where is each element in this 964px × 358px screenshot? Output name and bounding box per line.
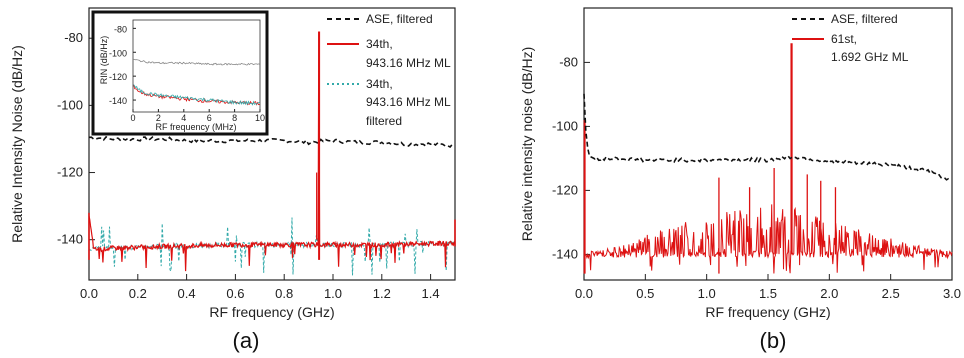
panel-a-series	[88, 31, 456, 276]
panel-a-xtick-label: 0.2	[129, 286, 147, 301]
legend-a-filtered-label-line3: filtered	[366, 114, 402, 128]
panel-a-ticks: 0.0 0.2 0.4 0.6 0.8 1.0 1.2 1.4 -80 -100 -120 -140	[57, 30, 440, 301]
inset-box	[91, 10, 269, 136]
series-61st	[583, 204, 953, 274]
panel-b-ylabel: Relative intensity noise (dB/Hz)	[519, 47, 535, 242]
inset-ytick-label: -100	[109, 48, 127, 58]
panel-b-xtick-label: 2.5	[882, 286, 900, 301]
panel-a-xtick-label: 1.2	[373, 286, 391, 301]
panel-a-xtick-label: 1.4	[422, 286, 440, 301]
panel-a-ytick-label: -120	[57, 165, 83, 180]
panel-a-inset: 0 2 4 6 8 10 -80 -100 -120 -140 RF frequency (MHz…	[91, 10, 269, 136]
inset-xtick-label: 4	[181, 113, 186, 123]
panel-b-label: (b)	[760, 328, 787, 353]
inset-ytick-label: -80	[114, 24, 127, 34]
legend-a-filtered-label-line2: 943.16 MHz ML	[366, 95, 451, 109]
panel-a-xtick-label: 0.0	[80, 286, 98, 301]
panel-a-xtick-label: 0.6	[226, 286, 244, 301]
inset-series-line	[133, 58, 260, 66]
panel-a-ytick-label: -140	[57, 232, 83, 247]
legend-b-61st-label-line1: 61st,	[831, 32, 857, 46]
legend-a-34th-label-line1: 34th,	[366, 37, 393, 51]
series-34th	[88, 31, 456, 272]
legend-a-34th-label-line2: 943.16 MHz ML	[366, 56, 451, 70]
inset-ticks: 0 2 4 6 8 10 -80 -100 -120 -140	[109, 24, 265, 123]
inset-ylabel: RIN (dB/Hz)	[99, 36, 109, 85]
panel-a-xtick-label: 0.8	[275, 286, 293, 301]
inset-plot-frame	[132, 19, 261, 113]
panel-b-series	[583, 43, 953, 274]
inset-xtick-label: 0	[130, 113, 135, 123]
panel-b-plot-frame	[583, 7, 953, 281]
panel-a-label: (a)	[233, 328, 260, 353]
series-ase-filtered	[583, 93, 951, 182]
legend-b-61st-label-line2: 1.692 GHz ML	[831, 50, 909, 64]
inset-ytick-label: -140	[109, 96, 127, 106]
panel-a-xtick-label: 1.0	[324, 286, 342, 301]
inset-xlabel: RF frequency (MHz)	[155, 122, 236, 132]
panel-b-xtick-label: 1.5	[759, 286, 777, 301]
inset-series-line	[133, 84, 260, 106]
legend-a-filtered-label-line1: 34th,	[366, 77, 393, 91]
series-ase-filtered	[88, 135, 454, 149]
panel-a: 0.0 0.2 0.4 0.6 0.8 1.0 1.2 1.4-80-100-120-140 …	[9, 7, 456, 353]
panel-b-xtick-label: 3.0	[943, 286, 961, 301]
panel-a-plot-frame	[88, 7, 456, 281]
legend-b-ase-label: ASE, filtered	[831, 12, 898, 26]
inset-xtick-label: 6	[207, 113, 212, 123]
panel-a-ylabel: Relative Intensity Noise (dB/Hz)	[9, 45, 25, 243]
panel-a-ytick-label: -100	[57, 97, 83, 112]
panel-b-xtick-label: 1.0	[698, 286, 716, 301]
panel-b-ytick-label: -80	[559, 54, 578, 69]
panel-b: 0.0 0.5 1.0 1.5 2.0 2.5 3.0 -80 -100 -120 -140 RF …	[519, 7, 961, 353]
panel-a-legend: ASE, filtered 34th, 943.16 MHz ML 34th, …	[327, 12, 451, 128]
panel-b-ticks: 0.0 0.5 1.0 1.5 2.0 2.5 3.0 -80 -100 -120 -140	[552, 54, 961, 301]
panel-a-xlabel: RF frequency (GHz)	[209, 304, 334, 320]
panel-b-ytick-label: -120	[552, 182, 578, 197]
inset-xtick-label: 10	[255, 113, 265, 123]
panel-b-ytick-label: -100	[552, 118, 578, 133]
panel-b-xtick-label: 0.5	[636, 286, 654, 301]
panel-b-xlabel: RF frequency (GHz)	[705, 304, 830, 320]
panel-b-xtick-label: 2.0	[820, 286, 838, 301]
inset-xtick-label: 8	[232, 113, 237, 123]
panel-b-xtick-label: 0.0	[575, 286, 593, 301]
inset-series	[133, 58, 260, 106]
panel-a-xtick-label: 0.4	[178, 286, 196, 301]
legend-a-ase-label: ASE, filtered	[366, 12, 433, 26]
inset-ytick-label: -120	[109, 72, 127, 82]
panel-b-ytick-label: -140	[552, 246, 578, 261]
inset-xtick-label: 2	[156, 113, 161, 123]
panel-b-legend: ASE, filtered 61st, 1.692 GHz ML	[792, 12, 909, 64]
panel-a-ytick-label: -80	[64, 30, 83, 45]
